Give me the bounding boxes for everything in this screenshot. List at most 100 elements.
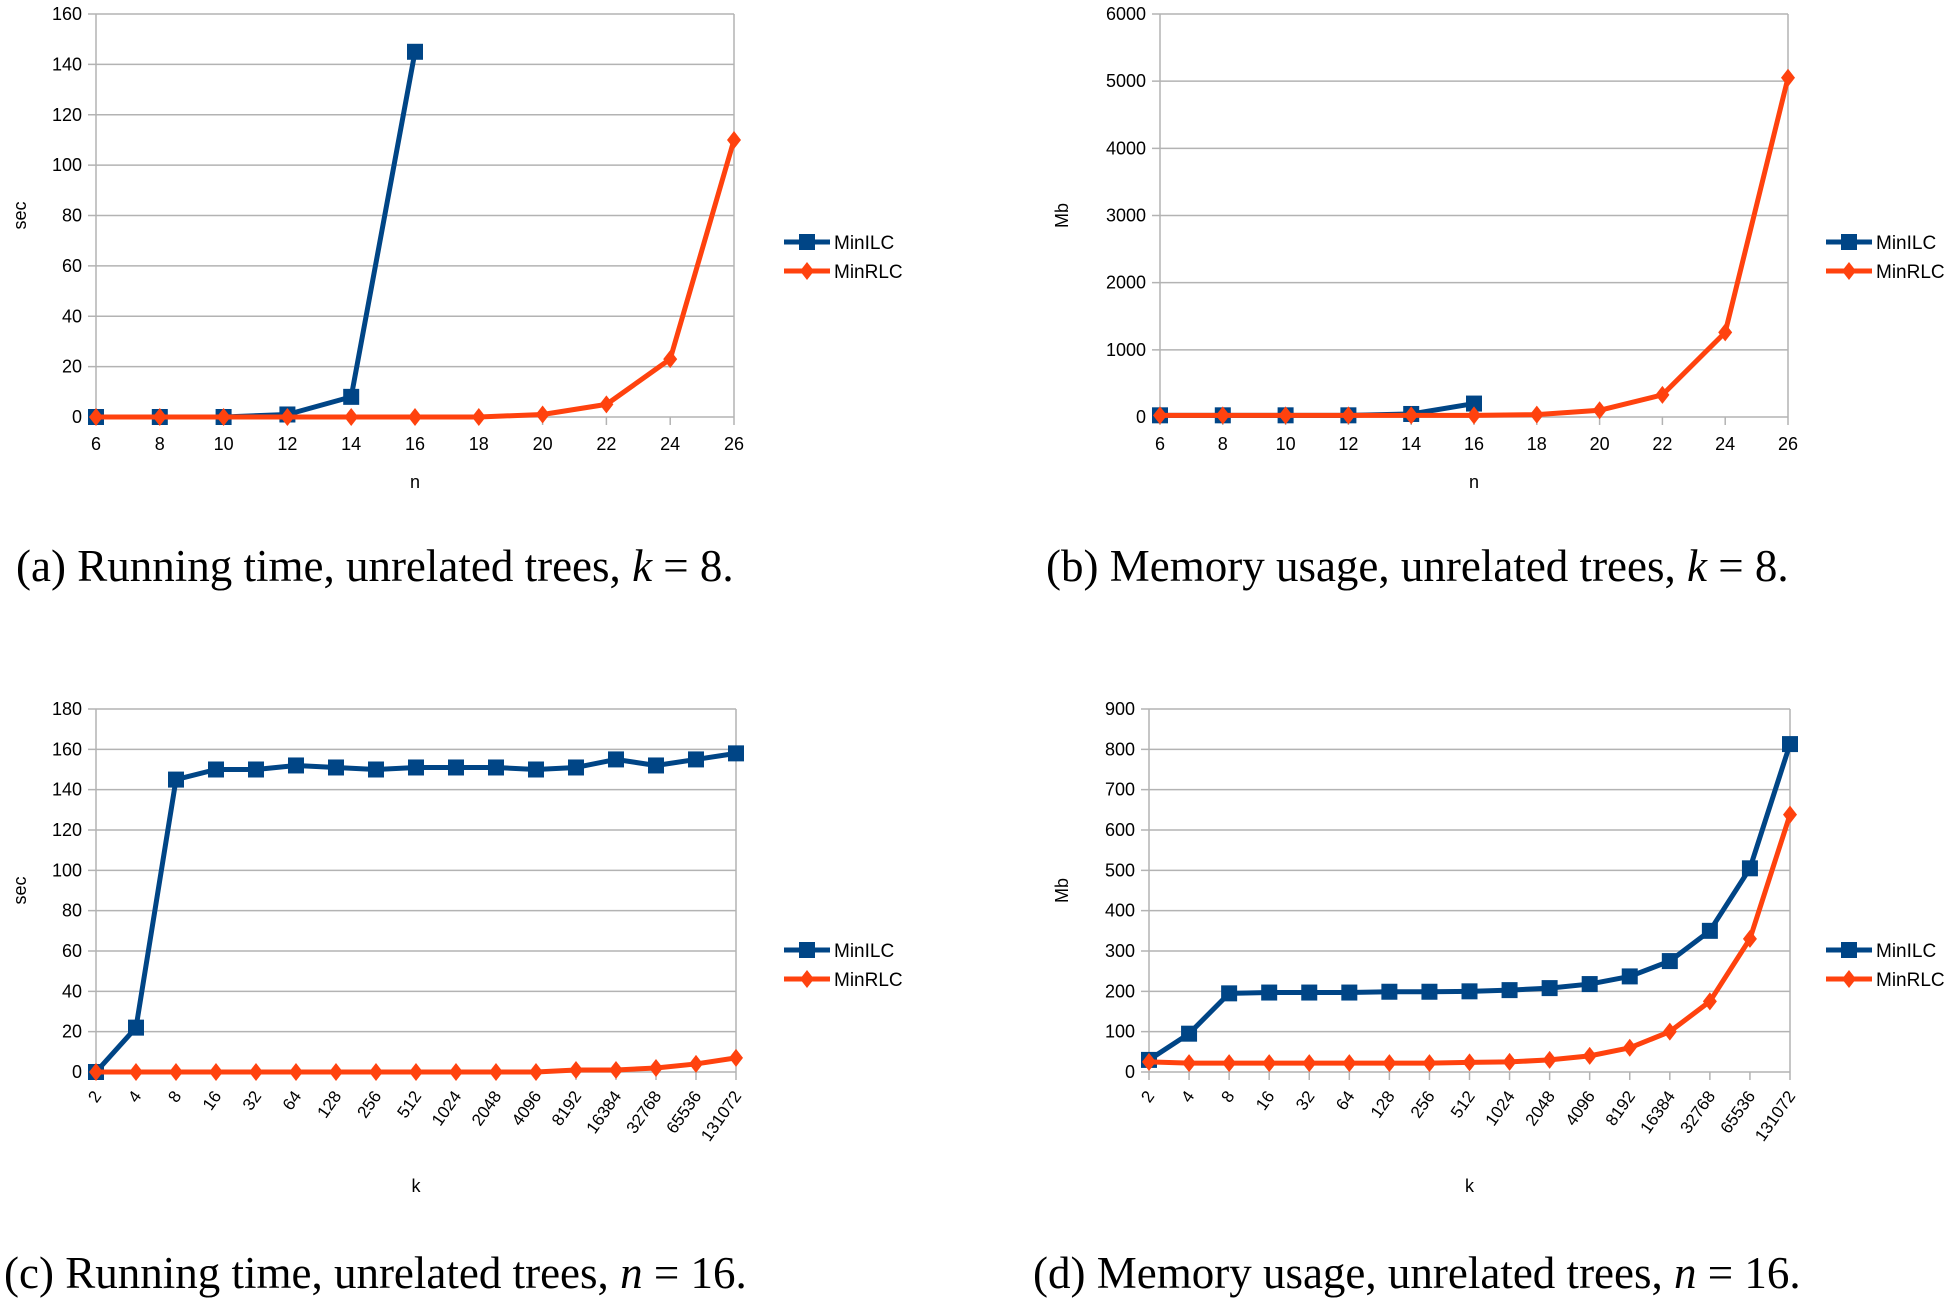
data-point-minrlc [344, 408, 359, 426]
y-tick-label: 180 [52, 699, 82, 719]
data-point-minrlc [1781, 68, 1795, 87]
data-point-minrlc [1542, 1050, 1557, 1069]
y-tick-label: 20 [62, 357, 82, 377]
y-tick-label: 0 [72, 407, 82, 427]
data-point-minrlc [1592, 401, 1607, 420]
data-point-minilc [1541, 980, 1558, 997]
x-tick-label: 4096 [508, 1087, 545, 1129]
series-minilc [88, 745, 744, 1080]
data-point-minrlc [1462, 1053, 1477, 1072]
series-minilc [1141, 736, 1798, 1068]
caption-c: (c) Running time, unrelated trees, n = 1… [4, 1247, 747, 1299]
chart-d: 0 100 200 300 400 500 600 700 800 900 2 4 8 16 32 64 128… [1052, 699, 1945, 1196]
series-minilc [1152, 395, 1482, 424]
x-tick-label: 16 [405, 434, 425, 454]
data-point-minrlc [1222, 1054, 1237, 1073]
x-tick-label: 8 [1217, 1087, 1238, 1106]
data-point-minilc [1381, 983, 1398, 1000]
data-point-minilc [528, 761, 544, 778]
series-minrlc [89, 1048, 743, 1081]
data-point-minrlc [1215, 406, 1230, 425]
y-axis-label: sec [10, 201, 30, 229]
y-tick-label: 0 [72, 1062, 82, 1082]
data-point-minilc [208, 761, 224, 778]
y-axis-label: Mb [1052, 203, 1072, 228]
data-point-minrlc [609, 1060, 623, 1079]
legend-label: MinRLC [834, 970, 903, 991]
x-tick-label: 22 [596, 434, 616, 454]
y-tick-label: 700 [1105, 780, 1135, 800]
x-tick-label: 1024 [428, 1087, 465, 1129]
data-point-minrlc [1582, 1046, 1597, 1065]
x-tick-label: 16384 [583, 1087, 626, 1137]
y-tick-label: 900 [1105, 699, 1135, 719]
chart-b: 0 1000 2000 3000 4000 5000 6000 6 8 10 12 14 16 18 20 2… [1052, 4, 1945, 492]
legend-marker [799, 942, 815, 958]
legend-marker [800, 262, 814, 280]
series-line-minilc [96, 51, 418, 420]
series-line-minilc [94, 750, 737, 1074]
data-point-minrlc [369, 1063, 383, 1081]
data-point-minilc [1341, 984, 1358, 1001]
y-tick-label: 400 [1105, 901, 1135, 921]
x-axis-label: n [1469, 472, 1479, 492]
data-point-minrlc [169, 1063, 183, 1081]
x-tick-label: 10 [1276, 434, 1296, 454]
data-point-minilc [368, 761, 384, 778]
y-tick-label: 0 [1125, 1062, 1135, 1082]
data-point-minrlc [727, 130, 741, 149]
data-point-minilc [608, 751, 624, 768]
data-point-minrlc [1341, 406, 1356, 425]
legend-label: MinILC [1876, 233, 1936, 254]
x-tick-label: 1024 [1482, 1087, 1519, 1129]
data-point-minrlc [1182, 1054, 1197, 1073]
y-tick-label: 200 [1105, 981, 1135, 1001]
x-tick-label: 24 [660, 434, 680, 454]
data-point-minrlc [689, 1054, 703, 1073]
data-point-minilc [1466, 395, 1482, 412]
series-minrlc [89, 130, 741, 426]
data-point-minrlc [663, 350, 678, 369]
data-point-minrlc [216, 408, 231, 426]
x-tick-label: 12 [277, 434, 297, 454]
caption-c-suffix: = 16. [642, 1248, 747, 1298]
data-point-minilc [1221, 985, 1238, 1002]
x-tick-label: 32 [1292, 1087, 1318, 1113]
data-point-minrlc [1655, 385, 1670, 404]
data-point-minrlc [1742, 929, 1757, 948]
data-point-minrlc [280, 408, 295, 426]
y-tick-label: 80 [62, 901, 82, 921]
data-point-minilc [568, 759, 584, 776]
y-tick-label: 20 [62, 1022, 82, 1042]
data-point-minrlc [129, 1063, 143, 1081]
data-point-minrlc [289, 1063, 303, 1081]
x-tick-label: 512 [393, 1087, 425, 1121]
x-tick-label: 65536 [1717, 1087, 1760, 1137]
x-tick-label: 26 [1778, 434, 1798, 454]
x-tick-label: 8 [164, 1087, 185, 1106]
series-line-minrlc [1160, 77, 1791, 418]
data-point-minrlc [529, 1063, 543, 1081]
x-tick-label: 16 [1464, 434, 1484, 454]
y-tick-label: 4000 [1106, 138, 1146, 158]
data-point-minilc [248, 761, 264, 778]
y-tick-label: 0 [1136, 407, 1146, 427]
y-tick-label: 40 [62, 981, 82, 1001]
x-tick-label: 10 [214, 434, 234, 454]
legend: MinILC MinRLC [1826, 941, 1945, 991]
y-tick-label: 140 [52, 780, 82, 800]
data-point-minrlc [1153, 406, 1167, 425]
data-point-minrlc [729, 1048, 743, 1067]
y-tick-label: 140 [52, 54, 82, 74]
data-point-minilc [648, 757, 664, 774]
series-line-minrlc [96, 139, 737, 420]
x-tick-label: 18 [1527, 434, 1547, 454]
data-point-minrlc [329, 1063, 343, 1081]
data-point-minrlc [599, 395, 614, 414]
x-axis-label: k [1465, 1176, 1475, 1196]
data-point-minrlc [1422, 1054, 1437, 1073]
caption-d: (d) Memory usage, unrelated trees, n = 1… [1033, 1247, 1801, 1299]
caption-b-var: k [1687, 541, 1707, 591]
x-tick-label: 8192 [548, 1087, 585, 1129]
